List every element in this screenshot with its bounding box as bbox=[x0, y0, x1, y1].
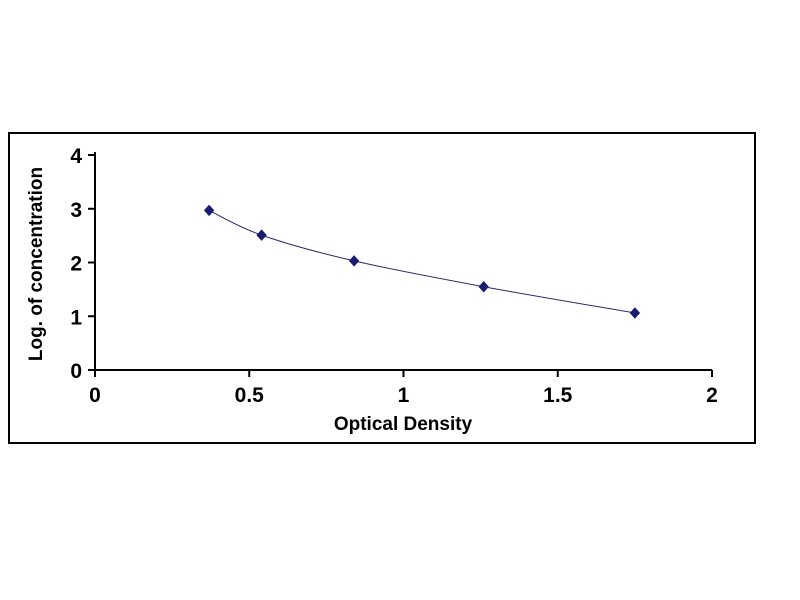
data-point-marker bbox=[203, 204, 215, 217]
y-tick-label: 1 bbox=[70, 306, 82, 329]
plot-area: 0 1 2 3 4 0 0.5 1 1.5 2 bbox=[70, 145, 718, 407]
data-point-marker bbox=[478, 280, 489, 293]
x-axis-label: Optical Density bbox=[334, 414, 473, 435]
data-point-marker bbox=[256, 229, 267, 241]
x-tick-label: 0.5 bbox=[235, 384, 265, 407]
chart-frame: 0 1 2 3 4 0 0.5 1 1.5 2 Optical Density Log. of c… bbox=[8, 132, 756, 444]
y-tick-label: 4 bbox=[70, 145, 82, 168]
data-point-marker bbox=[629, 307, 641, 319]
curve-line bbox=[208, 209, 635, 314]
x-tick-label: 1 bbox=[398, 384, 410, 407]
y-tick-label: 2 bbox=[70, 253, 82, 276]
x-tick-label: 0 bbox=[89, 384, 101, 407]
x-tick-label: 2 bbox=[706, 384, 718, 407]
y-tick-label: 0 bbox=[70, 360, 82, 383]
y-tick-label: 3 bbox=[70, 199, 82, 222]
y-axis-label: Log. of concentration bbox=[26, 167, 47, 361]
data-point-marker bbox=[348, 255, 360, 267]
standard-curve-chart: 0 1 2 3 4 0 0.5 1 1.5 2 Optical Density Log. of c… bbox=[26, 145, 718, 435]
x-tick-label: 1.5 bbox=[543, 384, 573, 407]
